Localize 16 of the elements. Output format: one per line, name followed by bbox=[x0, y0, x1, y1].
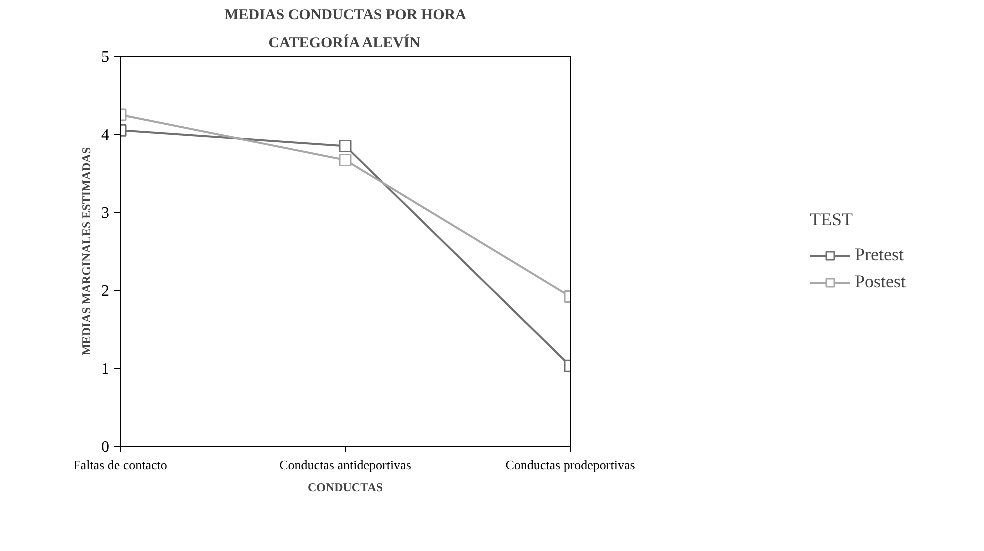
y-tick-label: 2 bbox=[102, 283, 110, 300]
x-tick-label: Conductas antideportivas bbox=[280, 458, 412, 472]
y-tick-label: 5 bbox=[102, 49, 110, 66]
y-tick-label: 0 bbox=[102, 439, 110, 456]
y-axis-title: MEDIAS MARGINALES ESTIMADAS bbox=[80, 147, 94, 356]
y-tick-label: 4 bbox=[102, 127, 110, 144]
legend-label: Postest bbox=[854, 272, 906, 292]
y-tick-label: 3 bbox=[102, 205, 110, 222]
chart-title: MEDIAS CONDUCTAS POR HORA bbox=[224, 8, 467, 24]
x-tick-label: Conductas prodeportivas bbox=[506, 458, 636, 472]
y-tick-label: 1 bbox=[102, 361, 110, 378]
chart-subtitle: CATEGORÍA ALEVÍN bbox=[268, 34, 421, 52]
x-tick-label: Faltas de contacto bbox=[74, 458, 168, 472]
x-axis-title: CONDUCTAS bbox=[308, 480, 384, 494]
legend-title: TEST bbox=[810, 210, 854, 230]
legend-label: Pretest bbox=[854, 244, 904, 266]
